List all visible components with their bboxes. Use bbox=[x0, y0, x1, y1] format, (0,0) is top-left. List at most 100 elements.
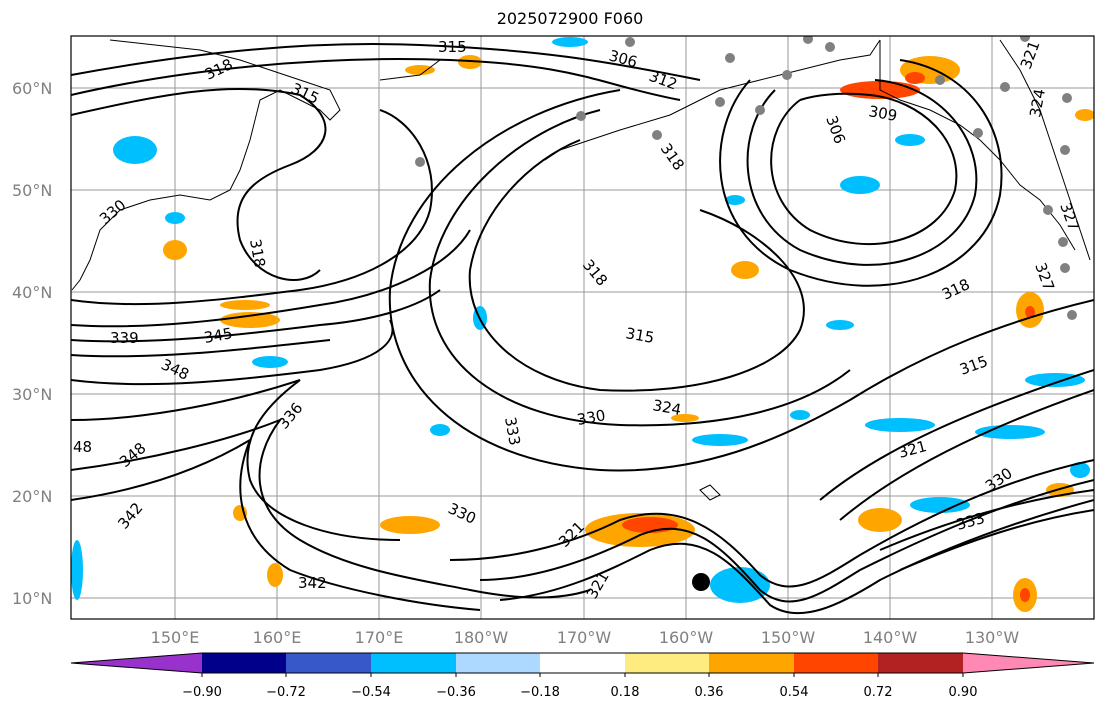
station-dot bbox=[576, 111, 586, 121]
colorbar: −0.90 −0.72 −0.54 −0.36 −0.18 0.18 0.36 … bbox=[70, 652, 1095, 700]
colorbar-label: 0.18 bbox=[611, 685, 640, 700]
lon-label: 170°E bbox=[355, 628, 404, 647]
colorbar-ticks bbox=[201, 673, 964, 677]
contour-label: 330 bbox=[576, 406, 607, 429]
contour-label: 330 bbox=[982, 464, 1016, 495]
station-dot bbox=[1062, 93, 1072, 103]
contour-label: 321 bbox=[1017, 38, 1044, 71]
station-dot bbox=[1060, 263, 1070, 273]
station-dot bbox=[1020, 36, 1030, 42]
contour-label: 48 bbox=[73, 438, 92, 456]
colorbar-label: −0.36 bbox=[436, 685, 476, 700]
contour-label: 324 bbox=[651, 396, 682, 419]
station-dot bbox=[1043, 205, 1053, 215]
map-plot-area: 315 318 315 306 312 318 309 306 321 324 … bbox=[71, 36, 1094, 619]
colorbar-label: 0.36 bbox=[695, 685, 724, 700]
colorbar-segment bbox=[202, 653, 286, 673]
lat-label: 30°N bbox=[12, 385, 52, 404]
contour-label: 348 bbox=[116, 439, 150, 471]
station-dot bbox=[1060, 145, 1070, 155]
colorbar-segment bbox=[456, 653, 540, 673]
colorbar-segment bbox=[540, 653, 625, 673]
contour-label: 324 bbox=[1026, 87, 1049, 118]
station-dot bbox=[1067, 310, 1077, 320]
lon-label: 170°W bbox=[557, 628, 612, 647]
contour-label: 318 bbox=[202, 55, 236, 83]
colorbar-label: 0.90 bbox=[949, 685, 978, 700]
contour-label: 327 bbox=[1056, 200, 1083, 233]
lat-label: 10°N bbox=[12, 589, 52, 608]
station-dot bbox=[973, 128, 983, 138]
colorbar-segment bbox=[625, 653, 709, 673]
contour-label: 330 bbox=[96, 196, 130, 228]
station-markers bbox=[415, 36, 1077, 320]
lon-label: 140°W bbox=[863, 628, 918, 647]
contour-label: 339 bbox=[110, 329, 139, 347]
station-dot bbox=[825, 42, 835, 52]
contour-label: 318 bbox=[657, 140, 688, 174]
colorbar-segment bbox=[371, 653, 456, 673]
lon-label: 160°E bbox=[253, 628, 302, 647]
colorbar-segment bbox=[286, 653, 371, 673]
station-dot bbox=[652, 130, 662, 140]
station-dot bbox=[782, 70, 792, 80]
colorbar-label: −0.90 bbox=[182, 685, 222, 700]
latitude-labels: 60°N 50°N 40°N 30°N 20°N 10°N bbox=[12, 79, 52, 608]
map-frame bbox=[70, 35, 1095, 620]
lon-label: 150°E bbox=[151, 628, 200, 647]
station-dot bbox=[1058, 237, 1068, 247]
station-dot bbox=[715, 97, 725, 107]
contour-label: 342 bbox=[298, 574, 327, 592]
colorbar-label: 0.54 bbox=[780, 685, 809, 700]
lat-label: 50°N bbox=[12, 181, 52, 200]
lon-label: 180°W bbox=[454, 628, 509, 647]
station-dot bbox=[625, 37, 635, 47]
contour-label: 306 bbox=[822, 113, 849, 146]
contour-label: 315 bbox=[288, 79, 322, 107]
colorbar-segment bbox=[963, 653, 1094, 673]
station-dot bbox=[935, 75, 945, 85]
contour-label: 333 bbox=[501, 416, 524, 447]
contour-label: 315 bbox=[624, 324, 655, 347]
lon-label: 160°W bbox=[659, 628, 714, 647]
contour-label: 327 bbox=[1031, 260, 1058, 293]
contour-label: 321 bbox=[896, 437, 928, 462]
contour-label: 309 bbox=[867, 102, 898, 125]
contour-label: 321 bbox=[583, 568, 613, 602]
colorbar-label: 0.72 bbox=[864, 685, 893, 700]
contour-label: 342 bbox=[114, 499, 146, 533]
colorbar-segments bbox=[70, 652, 1095, 674]
lat-label: 40°N bbox=[12, 283, 52, 302]
contour-label: 315 bbox=[957, 352, 990, 379]
contour-label: 321 bbox=[555, 518, 588, 551]
station-dot bbox=[803, 36, 813, 44]
height-contours bbox=[71, 43, 1094, 615]
lat-label: 60°N bbox=[12, 79, 52, 98]
contour-label: 345 bbox=[203, 324, 234, 347]
contour-label: 330 bbox=[445, 499, 479, 527]
colorbar-label: −0.54 bbox=[351, 685, 391, 700]
station-dot bbox=[1000, 82, 1010, 92]
contour-label: 333 bbox=[954, 509, 986, 534]
contour-label: 306 bbox=[607, 46, 639, 71]
storm-marker bbox=[692, 573, 710, 591]
lon-label: 150°W bbox=[761, 628, 816, 647]
lat-label: 20°N bbox=[12, 487, 52, 506]
map-title: 2025072900 F060 bbox=[496, 9, 644, 28]
contour-label: 315 bbox=[438, 38, 467, 56]
station-dot bbox=[725, 53, 735, 63]
colorbar-segment bbox=[71, 653, 202, 673]
lon-label: 130°W bbox=[965, 628, 1020, 647]
contour-label: 336 bbox=[274, 399, 306, 433]
longitude-labels: 150°E 160°E 170°E 180°W 170°W 160°W 150°… bbox=[151, 628, 1020, 647]
colorbar-segment bbox=[709, 653, 794, 673]
colorbar-labels: −0.90 −0.72 −0.54 −0.36 −0.18 0.18 0.36 … bbox=[182, 685, 977, 700]
colorbar-segment bbox=[878, 653, 963, 673]
station-dot bbox=[755, 105, 765, 115]
colorbar-segment bbox=[794, 653, 878, 673]
contour-label: 318 bbox=[246, 238, 269, 269]
colorbar-label: −0.72 bbox=[266, 685, 306, 700]
contour-label: 312 bbox=[647, 67, 680, 94]
colorbar-label: −0.18 bbox=[520, 685, 560, 700]
shaded-field bbox=[71, 37, 1094, 612]
